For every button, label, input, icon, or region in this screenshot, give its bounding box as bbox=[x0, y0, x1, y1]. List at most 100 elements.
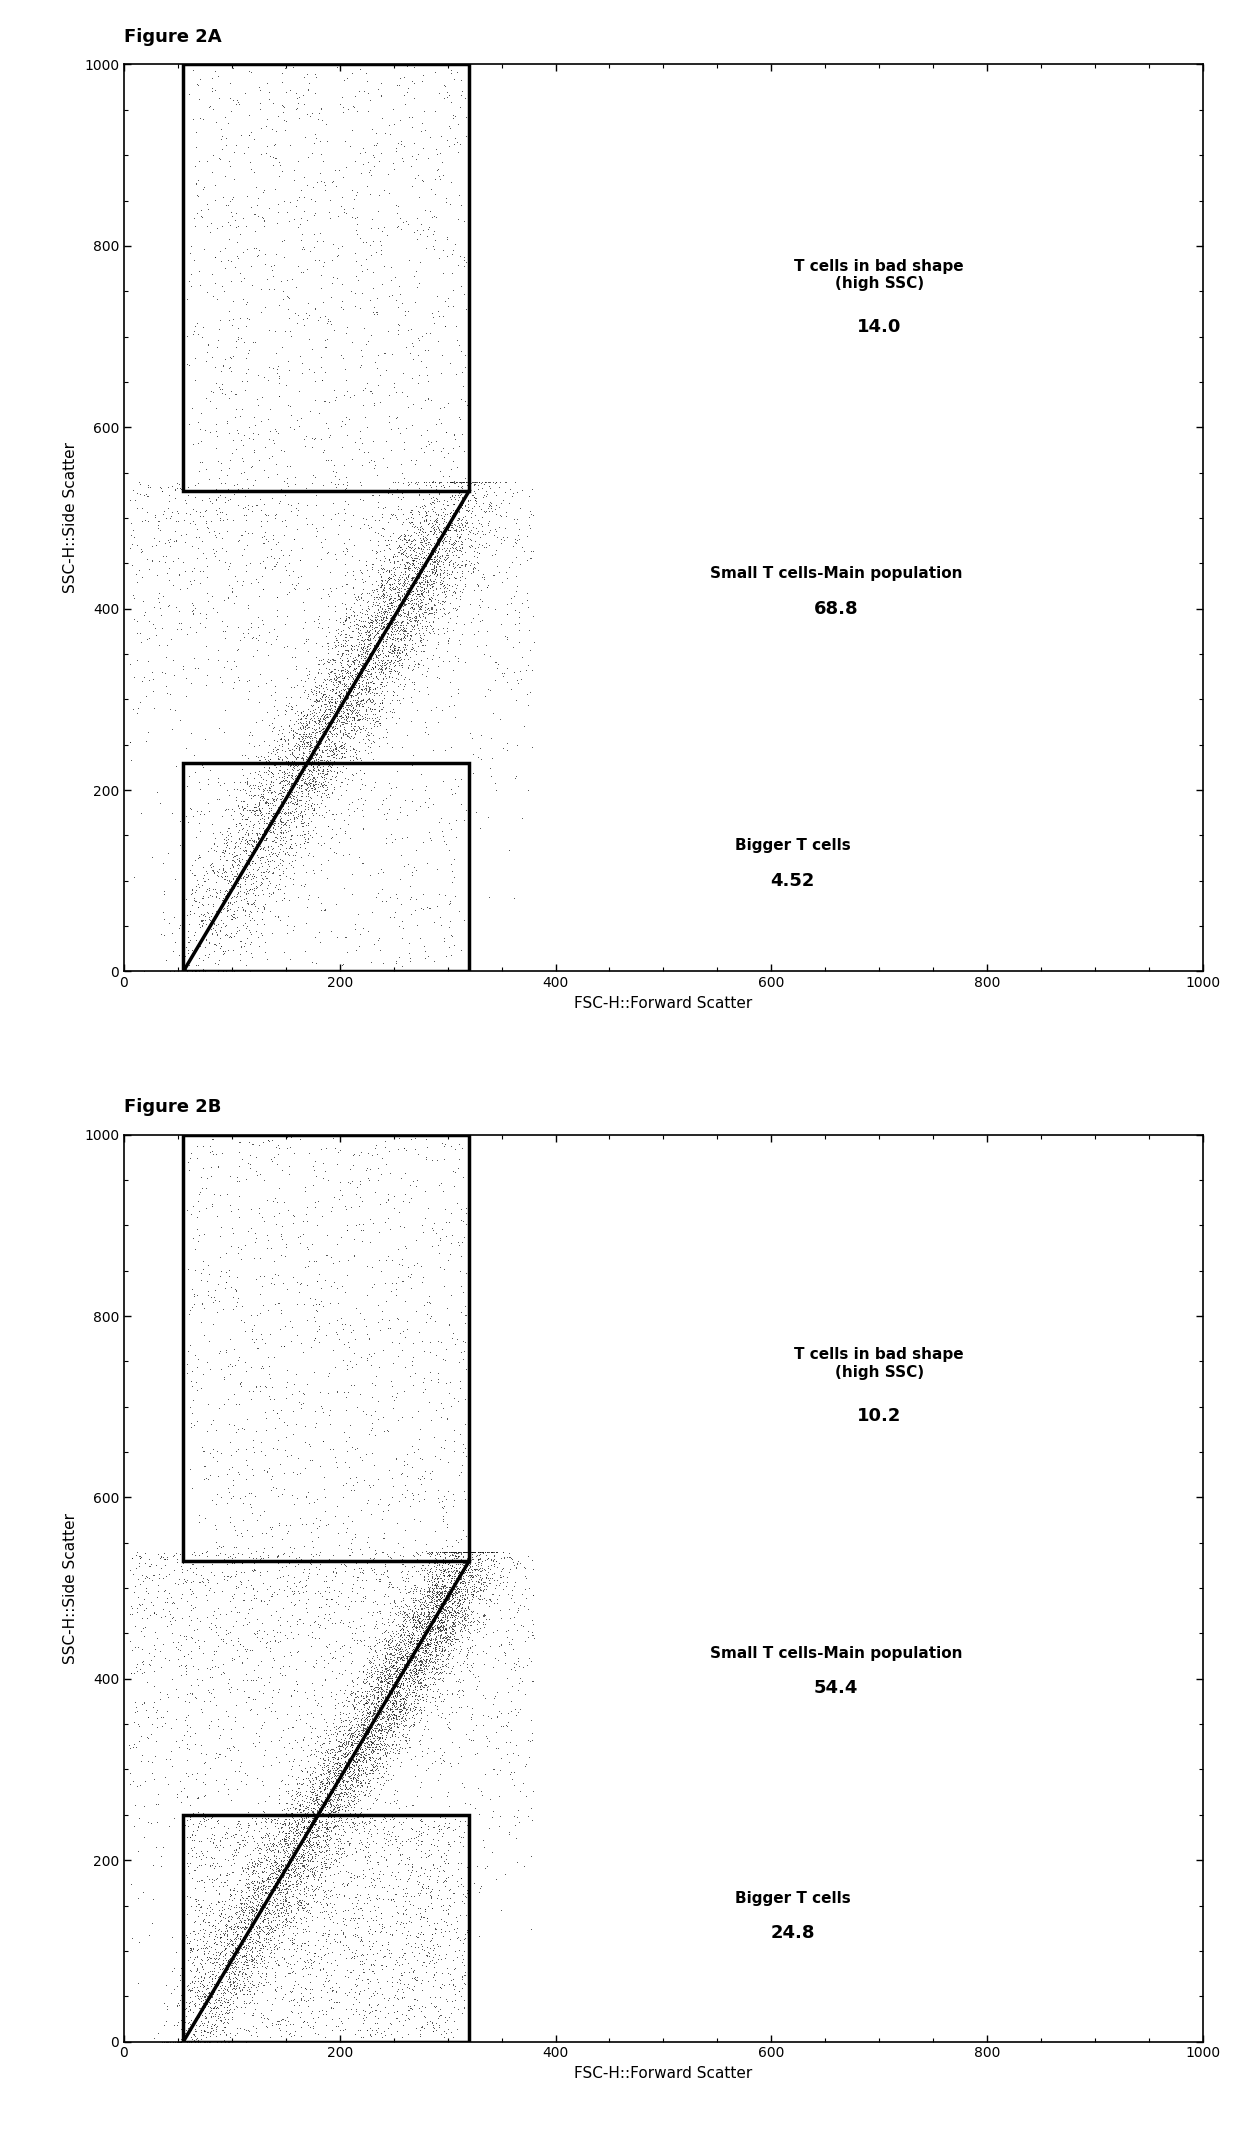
Point bbox=[404, 1674, 424, 1708]
Point bbox=[252, 1846, 272, 1880]
Point bbox=[242, 862, 262, 896]
Point bbox=[434, 1607, 454, 1642]
Point bbox=[243, 793, 263, 827]
Point bbox=[378, 1678, 398, 1713]
Point bbox=[312, 630, 332, 664]
Point bbox=[414, 1857, 434, 1891]
Point bbox=[281, 1852, 301, 1887]
Point bbox=[439, 1584, 459, 1618]
Point bbox=[232, 1891, 252, 1926]
Point bbox=[379, 1156, 399, 1191]
Point bbox=[394, 572, 414, 606]
Point bbox=[243, 1857, 263, 1891]
Point bbox=[418, 1577, 438, 1612]
Point bbox=[374, 1756, 394, 1790]
Point bbox=[218, 567, 238, 602]
Point bbox=[221, 1889, 241, 1923]
Point bbox=[257, 1801, 277, 1835]
Point bbox=[433, 501, 453, 535]
Point bbox=[449, 1809, 469, 1844]
Point bbox=[368, 73, 388, 107]
Point bbox=[503, 1799, 523, 1833]
Point bbox=[253, 1930, 273, 1964]
Point bbox=[223, 885, 243, 920]
Point bbox=[190, 413, 210, 447]
Point bbox=[252, 1350, 272, 1384]
Point bbox=[247, 634, 267, 668]
Point bbox=[412, 1644, 432, 1678]
Point bbox=[243, 449, 263, 484]
Point bbox=[305, 1410, 325, 1444]
Point bbox=[383, 1698, 403, 1732]
Point bbox=[382, 701, 402, 735]
Point bbox=[236, 898, 255, 933]
Point bbox=[356, 1756, 376, 1790]
Point bbox=[331, 1825, 351, 1859]
Point bbox=[224, 202, 244, 236]
Point bbox=[237, 1758, 257, 1792]
Point bbox=[288, 1805, 308, 1840]
Point bbox=[463, 1723, 482, 1758]
Point bbox=[401, 548, 420, 582]
Point bbox=[300, 1852, 320, 1887]
Point bbox=[470, 1571, 490, 1605]
Point bbox=[438, 1895, 458, 1930]
Point bbox=[309, 1590, 329, 1625]
Point bbox=[303, 765, 322, 799]
Point bbox=[270, 814, 290, 849]
Point bbox=[303, 1951, 322, 1986]
Point bbox=[320, 1786, 340, 1820]
Point bbox=[361, 1947, 381, 1981]
Point bbox=[388, 632, 408, 666]
Point bbox=[221, 1938, 241, 1973]
Point bbox=[285, 774, 305, 808]
Point bbox=[193, 2018, 213, 2052]
Point bbox=[518, 479, 538, 514]
Point bbox=[257, 129, 277, 163]
Point bbox=[409, 1603, 429, 1638]
Point bbox=[399, 552, 419, 587]
Point bbox=[224, 1960, 244, 1994]
Point bbox=[376, 625, 396, 660]
Point bbox=[383, 630, 403, 664]
Point bbox=[205, 1575, 224, 1610]
Point bbox=[273, 1648, 293, 1683]
Point bbox=[441, 569, 461, 604]
Point bbox=[315, 694, 335, 729]
Point bbox=[232, 1893, 252, 1928]
Point bbox=[394, 1691, 414, 1726]
Point bbox=[317, 1777, 337, 1812]
Point bbox=[255, 1908, 275, 1943]
Point bbox=[326, 1739, 346, 1773]
Point bbox=[339, 1330, 358, 1365]
Point bbox=[247, 488, 267, 522]
Point bbox=[249, 1814, 269, 1848]
Point bbox=[320, 1356, 340, 1390]
Point bbox=[124, 1730, 144, 1764]
Point bbox=[507, 1674, 527, 1708]
Point bbox=[219, 1674, 239, 1708]
Point bbox=[441, 1218, 461, 1253]
Point bbox=[332, 660, 352, 694]
Point bbox=[383, 153, 403, 187]
Point bbox=[186, 520, 206, 554]
Point bbox=[202, 578, 222, 612]
Point bbox=[386, 1822, 405, 1857]
Point bbox=[336, 701, 356, 735]
Point bbox=[288, 739, 308, 774]
Point bbox=[505, 606, 525, 640]
Point bbox=[221, 823, 241, 857]
Point bbox=[423, 518, 443, 552]
Point bbox=[428, 1601, 448, 1635]
Point bbox=[221, 1941, 241, 1975]
Point bbox=[212, 1885, 232, 1919]
Point bbox=[213, 348, 233, 383]
Point bbox=[233, 842, 253, 877]
Point bbox=[246, 1805, 265, 1840]
Point bbox=[427, 1956, 446, 1990]
Point bbox=[339, 92, 358, 127]
Point bbox=[232, 890, 252, 924]
Point bbox=[408, 539, 428, 574]
Point bbox=[345, 1919, 365, 1953]
Point bbox=[425, 1601, 445, 1635]
